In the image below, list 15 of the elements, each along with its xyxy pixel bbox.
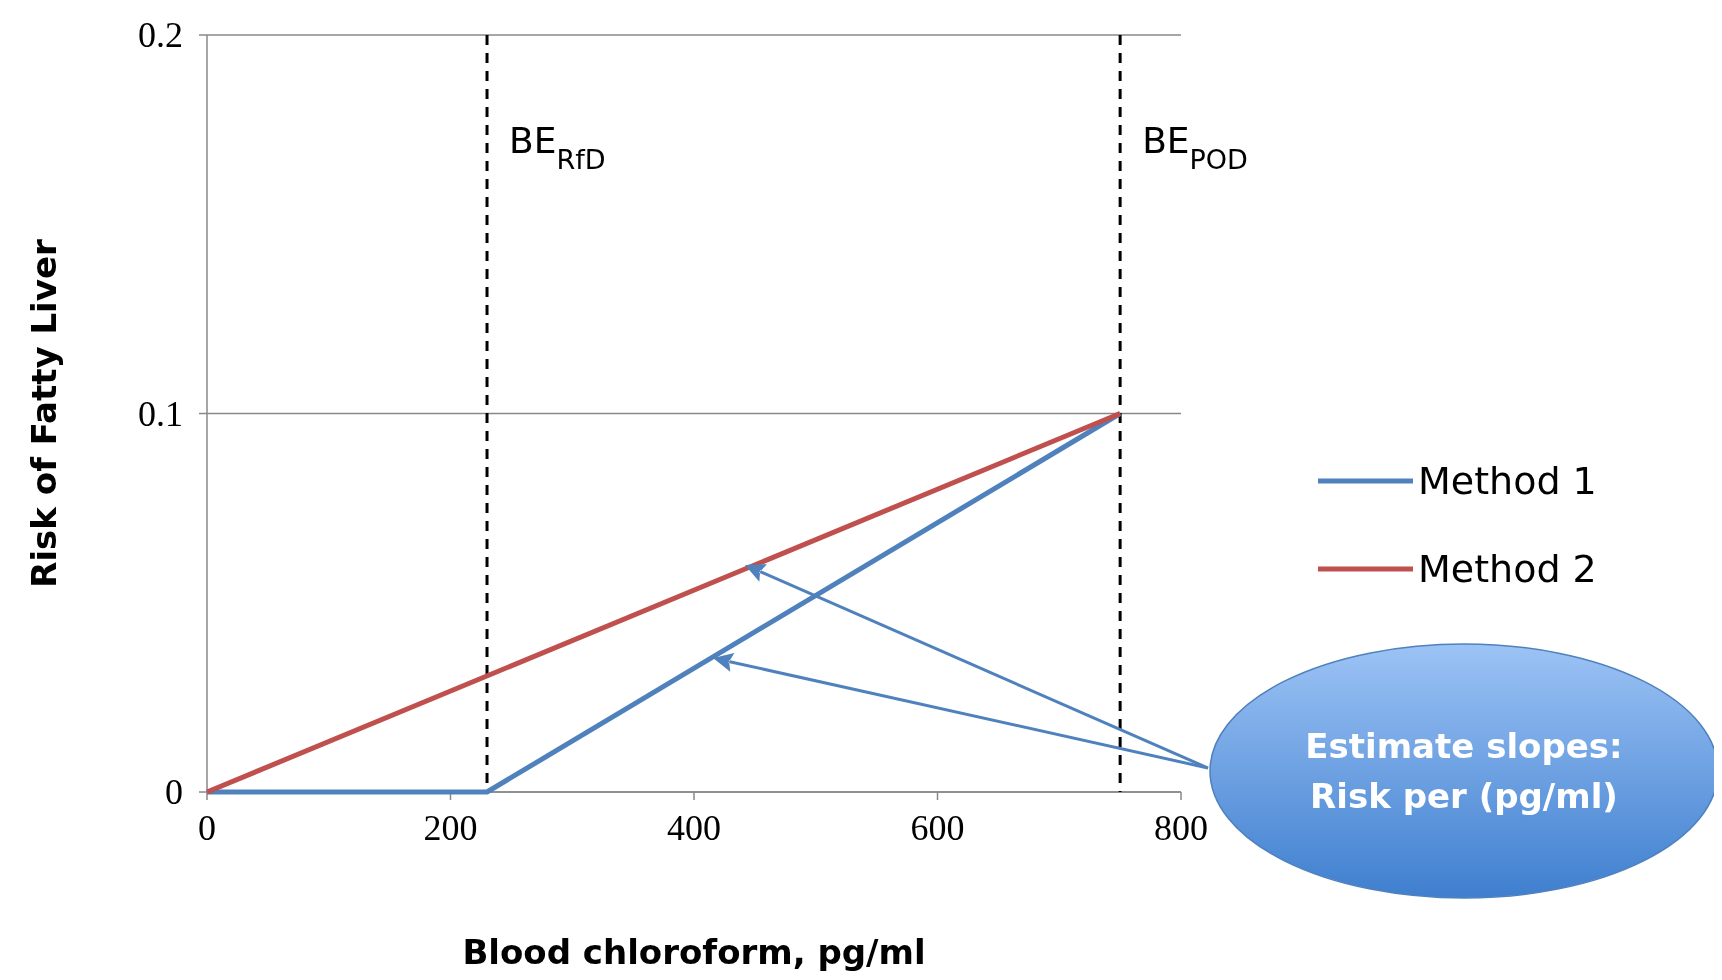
legend-label: Method 1 <box>1418 459 1597 503</box>
x-axis-title: Blood chloroform, pg/ml <box>462 932 926 972</box>
x-tick-label: 400 <box>667 808 721 848</box>
text: Estimate slopes: Risk per (pg/ml) <box>1305 726 1623 816</box>
x-tick-label: 0 <box>198 808 216 848</box>
y-tick-label: 0.1 <box>138 393 183 434</box>
ref-line-label: BE$_{POD}$ <box>1142 120 1248 175</box>
y-tick-label: 0 <box>165 772 183 812</box>
x-tick-label: 200 <box>423 808 478 848</box>
y-tick-label: 0.2 <box>138 15 183 55</box>
x-tick-label: 800 <box>1154 808 1208 848</box>
y-axis-title: Risk of Fatty Liver <box>24 239 64 588</box>
x-tick-label: 600 <box>910 808 965 848</box>
legend-label: Method 2 <box>1418 547 1597 591</box>
ref-line-label: BE$_{RfD}$ <box>509 120 606 175</box>
